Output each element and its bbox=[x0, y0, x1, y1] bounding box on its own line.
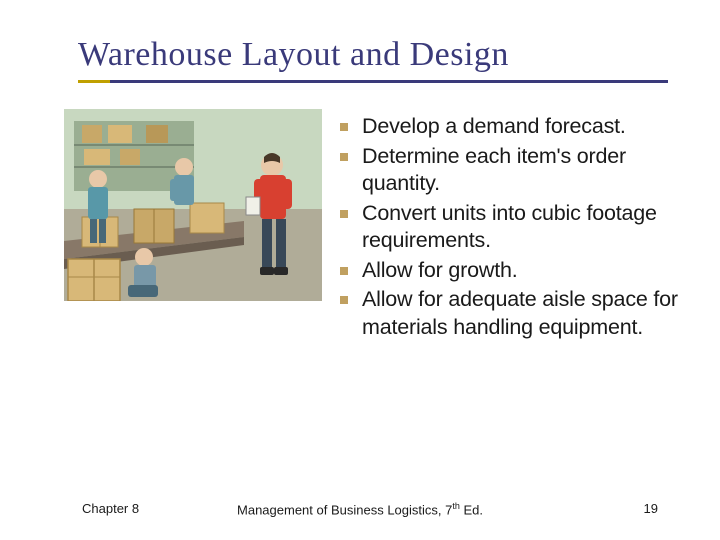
footer-center-sup: th bbox=[452, 501, 460, 511]
bullet-item: Allow for adequate aisle space for mater… bbox=[340, 286, 690, 341]
title-underline bbox=[78, 80, 668, 83]
underline-main bbox=[110, 80, 668, 83]
footer-book-title: Management of Business Logistics, 7th Ed… bbox=[237, 501, 483, 517]
footer-center-prefix: Management of Business Logistics, 7 bbox=[237, 502, 452, 517]
bullets-column: Develop a demand forecast. Determine eac… bbox=[340, 109, 690, 343]
slide-title: Warehouse Layout and Design bbox=[78, 36, 720, 74]
image-column bbox=[64, 109, 322, 343]
footer-chapter: Chapter 8 bbox=[82, 501, 139, 516]
bullet-item: Convert units into cubic footage require… bbox=[340, 200, 690, 255]
bullet-text: Allow for growth. bbox=[362, 257, 518, 285]
bullet-item: Develop a demand forecast. bbox=[340, 113, 690, 141]
warehouse-illustration bbox=[64, 109, 322, 301]
slide-footer: Chapter 8 Management of Business Logisti… bbox=[0, 501, 720, 516]
bullet-marker-icon bbox=[340, 210, 348, 218]
bullet-text: Allow for adequate aisle space for mater… bbox=[362, 286, 690, 341]
content-area: Develop a demand forecast. Determine eac… bbox=[0, 83, 720, 343]
bullet-text: Convert units into cubic footage require… bbox=[362, 200, 690, 255]
bullet-item: Determine each item's order quantity. bbox=[340, 143, 690, 198]
bullet-marker-icon bbox=[340, 267, 348, 275]
bullet-text: Determine each item's order quantity. bbox=[362, 143, 690, 198]
bullet-marker-icon bbox=[340, 153, 348, 161]
bullet-text: Develop a demand forecast. bbox=[362, 113, 626, 141]
bullet-marker-icon bbox=[340, 296, 348, 304]
bullet-marker-icon bbox=[340, 123, 348, 131]
underline-accent bbox=[78, 80, 110, 83]
bullet-item: Allow for growth. bbox=[340, 257, 690, 285]
footer-page-number: 19 bbox=[644, 501, 658, 516]
footer-center-suffix: Ed. bbox=[460, 502, 483, 517]
title-area: Warehouse Layout and Design bbox=[0, 0, 720, 83]
